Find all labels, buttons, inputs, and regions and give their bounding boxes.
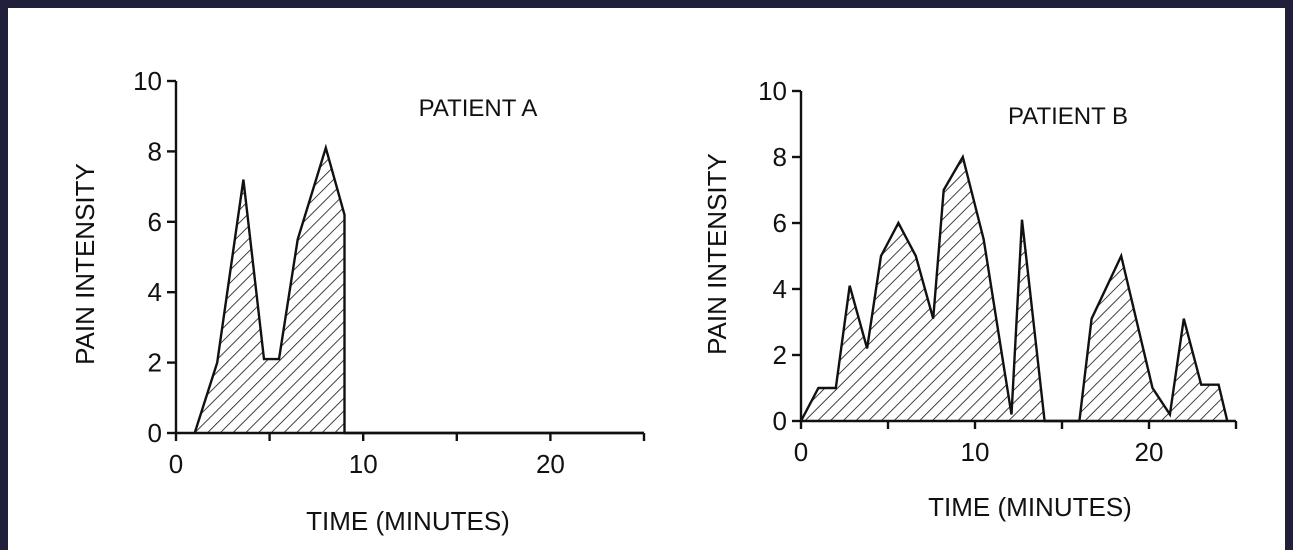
- y-tick-label: 10: [758, 76, 787, 106]
- y-tick-label: 0: [148, 418, 162, 448]
- pain-area: [194, 147, 644, 433]
- panel-patient-a: PATIENT A PAIN INTENSITY TIME (MINUTES) …: [70, 66, 646, 536]
- pain-outline: [193, 143, 644, 435]
- pain-outline: [799, 153, 1229, 423]
- y-tick-label: 4: [148, 277, 162, 307]
- y-tick-label: 4: [773, 274, 787, 304]
- y-axis-label: PAIN INTENSITY: [702, 153, 732, 355]
- y-tick-label: 2: [148, 348, 162, 378]
- chart-title: PATIENT B: [1008, 103, 1128, 130]
- y-tick-label: 8: [148, 136, 162, 166]
- x-tick-label: 10: [961, 437, 990, 467]
- y-tick-label: 2: [773, 340, 787, 370]
- y-tick-label: 6: [773, 208, 787, 238]
- y-axis-label: PAIN INTENSITY: [70, 163, 100, 365]
- chart-title: PATIENT A: [419, 95, 538, 122]
- panel-patient-b: PATIENT B PAIN INTENSITY TIME (MINUTES) …: [702, 76, 1238, 522]
- x-axis-label: TIME (MINUTES): [306, 506, 510, 536]
- figure-frame: PATIENT A PAIN INTENSITY TIME (MINUTES) …: [8, 8, 1285, 550]
- y-tick-label: 10: [133, 66, 162, 96]
- x-tick-label: 20: [536, 449, 565, 479]
- x-tick-label: 10: [349, 449, 378, 479]
- y-tick-label: 6: [148, 207, 162, 237]
- x-tick-label: 0: [794, 437, 808, 467]
- y-tick-label: 0: [773, 406, 787, 436]
- x-tick-label: 20: [1135, 437, 1164, 467]
- y-tick-label: 8: [773, 142, 787, 172]
- pain-area: [801, 157, 1228, 421]
- pain-intensity-charts: PATIENT A PAIN INTENSITY TIME (MINUTES) …: [70, 66, 1238, 536]
- x-tick-label: 0: [169, 449, 183, 479]
- x-axis-label: TIME (MINUTES): [928, 492, 1132, 522]
